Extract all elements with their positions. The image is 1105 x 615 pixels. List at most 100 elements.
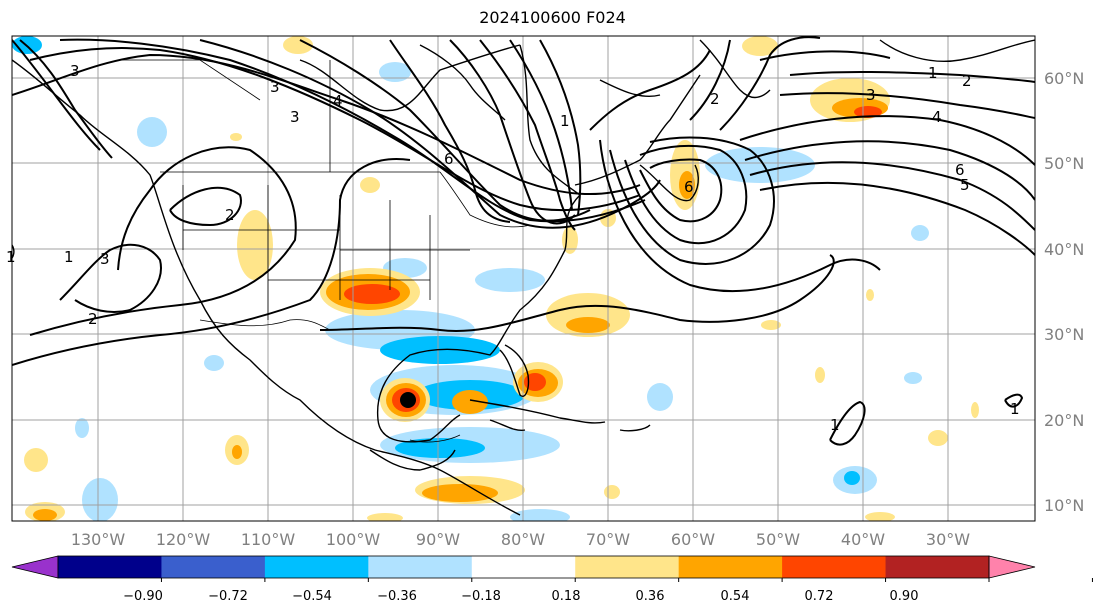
- positive-anomaly-area: [566, 317, 610, 333]
- latitude-label: 60°N: [1044, 69, 1084, 88]
- contour-label: 1: [1010, 400, 1020, 418]
- map-title: 2024100600 F024: [479, 8, 626, 27]
- colorbar-segment: [678, 556, 783, 578]
- negative-anomaly-area: [475, 268, 545, 292]
- positive-anomaly-area: [367, 513, 403, 521]
- colorbar-label: −0.36: [377, 589, 417, 604]
- political-borders: [120, 59, 531, 443]
- positive-anomaly-area: [854, 106, 882, 118]
- colorbar-label: −0.54: [292, 589, 332, 604]
- colorbar-label: 0.90: [890, 589, 919, 604]
- colorbar-segment: [885, 556, 990, 578]
- longitude-label: 120°W: [156, 530, 211, 549]
- latitude-label: 30°N: [1044, 325, 1084, 344]
- contour-label: 3: [866, 86, 876, 104]
- storm-center-marker: [400, 392, 416, 408]
- positive-anomaly-area: [604, 485, 620, 499]
- colorbar-segment: [264, 556, 369, 578]
- negative-anomaly-area: [137, 117, 167, 147]
- latitude-label: 40°N: [1044, 240, 1084, 259]
- negative-anomaly-area: [395, 438, 485, 458]
- colorbar-extension-low: [11, 555, 59, 579]
- latitude-label: 10°N: [1044, 496, 1084, 515]
- negative-anomaly-area: [904, 372, 922, 384]
- contour-label: 2: [88, 310, 98, 328]
- colorbar-label: 0.36: [636, 589, 665, 604]
- contour-label: 1: [830, 416, 840, 434]
- contour-label: 3: [100, 250, 110, 268]
- positive-anomaly-area: [24, 448, 48, 472]
- colorbar-segment: [471, 556, 576, 578]
- contour-label: 6: [444, 150, 454, 168]
- longitude-label: 80°W: [501, 530, 545, 549]
- positive-anomaly-area: [742, 36, 778, 56]
- positive-anomaly-area: [344, 284, 400, 304]
- colorbar-segment: [368, 556, 473, 578]
- positive-anomaly-area: [283, 36, 313, 54]
- negative-anomaly-area: [510, 509, 570, 521]
- contour-label: 3: [290, 108, 300, 126]
- positive-anomaly-area: [815, 367, 825, 383]
- contour-label: 2: [962, 72, 972, 90]
- positive-anomaly-area: [422, 484, 498, 502]
- longitude-label: 50°W: [756, 530, 800, 549]
- negative-anomaly-area: [82, 478, 118, 521]
- colorbar-frame: [57, 555, 990, 579]
- latitude-label: 20°N: [1044, 411, 1084, 430]
- colorbar-segment: [575, 556, 680, 578]
- colorbar: [11, 555, 1093, 582]
- contour-label: 2: [225, 206, 235, 224]
- positive-anomaly-area: [230, 133, 242, 141]
- contour-label: 2: [710, 90, 720, 108]
- longitude-label: 60°W: [671, 530, 715, 549]
- positive-anomaly-area: [679, 171, 695, 199]
- contour-label: 3: [70, 62, 80, 80]
- contour-label: 4: [932, 108, 942, 126]
- contour-lines: [12, 36, 1035, 446]
- longitude-label: 30°W: [926, 530, 970, 549]
- positive-anomaly-area: [866, 289, 874, 301]
- colorbar-segment: [58, 556, 162, 578]
- contour-label: 4: [333, 92, 343, 110]
- positive-anomaly-area: [761, 320, 781, 330]
- negative-anomaly-area: [705, 147, 815, 183]
- negative-anomaly-area: [75, 418, 89, 438]
- colorbar-segment: [782, 556, 887, 578]
- colorbar-label: −0.18: [461, 589, 501, 604]
- contour-label: 3: [270, 78, 280, 96]
- longitude-label: 90°W: [416, 530, 460, 549]
- contour-label: 6: [955, 161, 965, 179]
- positive-anomaly-area: [232, 445, 242, 459]
- shaded-fields: [12, 36, 979, 521]
- positive-anomaly-area: [865, 512, 895, 521]
- colorbar-extension-high: [988, 555, 1036, 579]
- positive-anomaly-area: [452, 390, 488, 414]
- latitude-axis: 60°N 50°N 40°N 30°N 20°N 10°N: [1044, 69, 1084, 515]
- contour-label-group: 1 2 3 4 5 6 1 2 3 4 6 1 3 2 1 2 3 1 3 6 …: [6, 62, 1020, 434]
- negative-anomaly-area: [647, 383, 673, 411]
- colorbar-labels: −0.90 −0.72 −0.54 −0.36 −0.18 0.18 0.36 …: [123, 589, 918, 604]
- colorbar-label: −0.90: [123, 589, 163, 604]
- positive-anomaly-area: [928, 430, 948, 446]
- negative-anomaly-area: [379, 62, 411, 82]
- colorbar-label: 0.72: [805, 589, 834, 604]
- contour-label: 1: [64, 248, 74, 266]
- longitude-label: 110°W: [241, 530, 296, 549]
- latitude-label: 50°N: [1044, 154, 1084, 173]
- negative-anomaly-area: [911, 225, 929, 241]
- negative-anomaly-area: [844, 471, 860, 485]
- contour-label: 5: [960, 176, 970, 194]
- longitude-label: 100°W: [326, 530, 381, 549]
- contour-label: 1: [6, 248, 16, 266]
- colorbar-segment: [161, 556, 266, 578]
- colorbar-label: 0.18: [552, 589, 581, 604]
- positive-anomaly-area: [524, 373, 546, 391]
- map-frame: [11, 35, 1036, 522]
- positive-anomaly-area: [971, 402, 979, 418]
- positive-anomaly-area: [360, 177, 380, 193]
- longitude-label: 130°W: [71, 530, 126, 549]
- longitude-axis: 130°W 120°W 110°W 100°W 90°W 80°W 70°W 6…: [71, 530, 970, 549]
- colorbar-label: 0.54: [721, 589, 750, 604]
- longitude-label: 70°W: [586, 530, 630, 549]
